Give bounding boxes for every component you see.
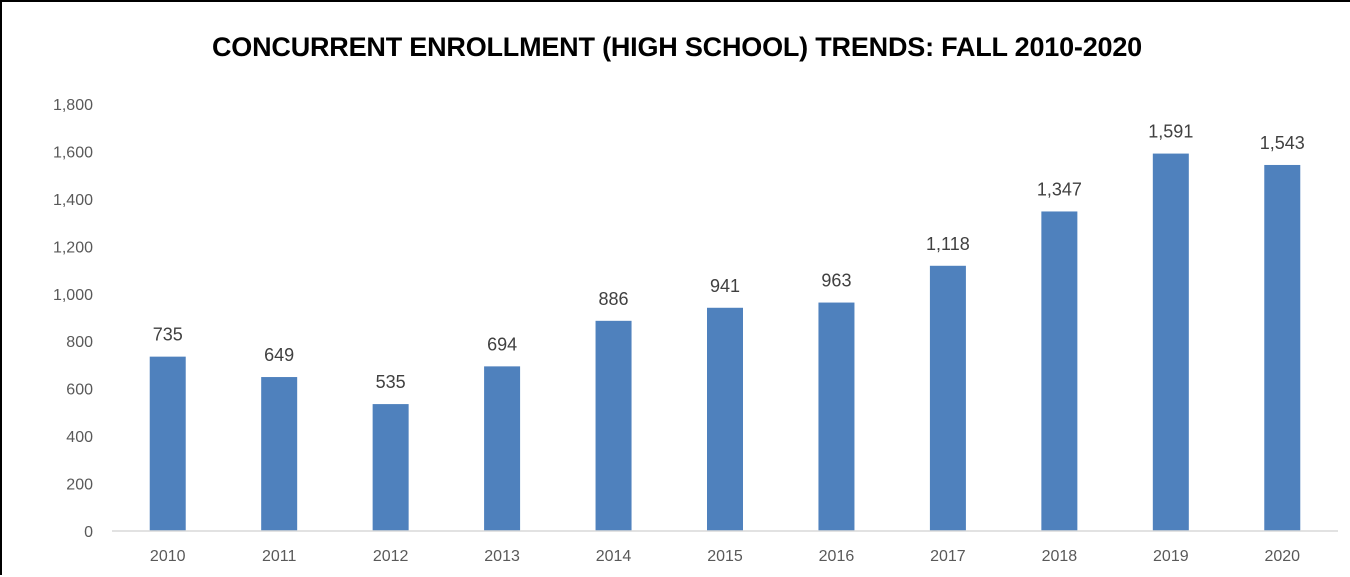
x-tick-label: 2010 — [150, 548, 186, 565]
bar-2019 — [1152, 153, 1189, 531]
data-label: 941 — [710, 276, 740, 296]
y-tick-label: 400 — [66, 429, 93, 446]
x-tick-label: 2019 — [1153, 548, 1189, 565]
data-label: 735 — [153, 325, 183, 345]
bar-2010 — [149, 356, 186, 531]
x-tick-label: 2016 — [819, 548, 855, 565]
y-tick-label: 0 — [84, 524, 93, 541]
data-label: 1,591 — [1148, 122, 1193, 142]
data-label: 886 — [599, 289, 629, 309]
x-tick-label: 2011 — [262, 548, 297, 565]
x-tick-label: 2017 — [930, 548, 966, 565]
bar-2012 — [372, 404, 409, 531]
data-label: 649 — [264, 345, 294, 365]
y-tick-label: 800 — [66, 334, 93, 351]
data-label: 1,543 — [1260, 133, 1305, 153]
x-tick-label: 2013 — [484, 548, 520, 565]
y-tick-label: 1,800 — [53, 97, 93, 114]
data-label: 963 — [821, 271, 851, 291]
data-label: 1,118 — [926, 234, 970, 254]
bar-2013 — [484, 366, 521, 531]
x-tick-label: 2015 — [707, 548, 743, 565]
y-tick-label: 600 — [66, 382, 93, 399]
bar-2017 — [929, 265, 966, 531]
y-tick-label: 1,000 — [53, 287, 93, 304]
bar-2020 — [1264, 164, 1301, 531]
x-tick-label: 2020 — [1264, 548, 1300, 565]
data-label: 535 — [376, 372, 406, 392]
x-tick-label: 2018 — [1042, 548, 1078, 565]
bar-2015 — [707, 307, 743, 531]
bar-2016 — [818, 302, 855, 531]
x-tick-label: 2012 — [373, 548, 409, 565]
bar-2011 — [261, 377, 298, 531]
bar-2018 — [1041, 211, 1078, 531]
y-tick-label: 1,400 — [53, 192, 93, 209]
y-tick-label: 1,600 — [53, 144, 93, 161]
y-tick-label: 200 — [66, 477, 93, 494]
data-label: 1,347 — [1037, 179, 1082, 199]
chart-title: CONCURRENT ENROLLMENT (HIGH SCHOOL) TREN… — [212, 32, 1142, 62]
bar-2014 — [595, 320, 632, 531]
data-label: 694 — [487, 334, 517, 354]
y-tick-label: 1,200 — [53, 239, 93, 256]
x-tick-label: 2014 — [596, 548, 632, 565]
